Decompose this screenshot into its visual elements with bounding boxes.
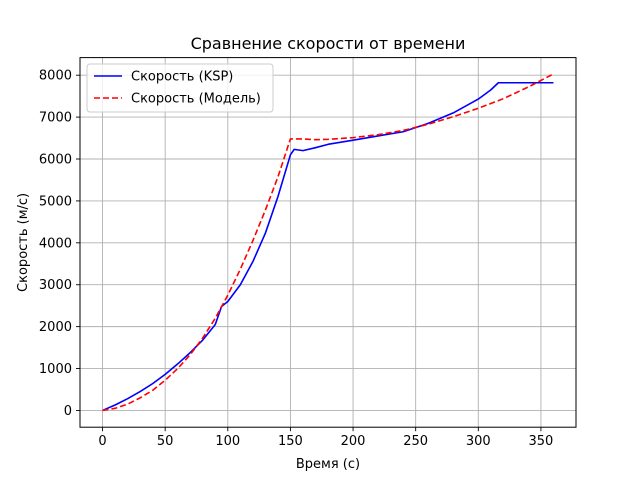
y-tick-label: 7000 bbox=[39, 111, 72, 126]
series-lines bbox=[102, 73, 554, 412]
legend-label-ksp: Скорость (KSP) bbox=[131, 70, 233, 85]
x-tick-label: 200 bbox=[341, 434, 366, 449]
y-tick-label: 8000 bbox=[39, 69, 72, 84]
y-tick-label: 5000 bbox=[39, 194, 72, 209]
legend: Скорость (KSP) Скорость (Модель) bbox=[86, 63, 274, 113]
y-tick-label: 4000 bbox=[39, 236, 72, 251]
x-tick-label: 50 bbox=[157, 434, 174, 449]
legend-label-model: Скорость (Модель) bbox=[131, 92, 261, 107]
x-tick-label: 150 bbox=[278, 434, 303, 449]
chart-title: Сравнение скорости от времени bbox=[191, 34, 466, 53]
legend-box bbox=[86, 63, 274, 113]
x-axis-label: Время (с) bbox=[296, 457, 360, 472]
x-tick-label: 100 bbox=[215, 434, 240, 449]
grid bbox=[80, 57, 576, 428]
y-tick-label: 3000 bbox=[39, 278, 72, 293]
y-axis-label: Скорость (м/с) bbox=[16, 193, 31, 292]
y-tick-label: 6000 bbox=[39, 153, 72, 168]
y-tick-label: 1000 bbox=[39, 362, 72, 377]
x-tick-label: 300 bbox=[466, 434, 491, 449]
x-tick-label: 0 bbox=[98, 434, 106, 449]
x-tick-label: 250 bbox=[403, 434, 428, 449]
series-line-model bbox=[102, 73, 554, 412]
y-tick-label: 0 bbox=[64, 404, 72, 419]
y-tick-label: 2000 bbox=[39, 320, 72, 335]
x-tick-label: 350 bbox=[529, 434, 554, 449]
axis-ticks: 0 50 100 150 200 250 300 350 0 1000 2000 3000 4000 50… bbox=[39, 69, 553, 450]
series-line-ksp bbox=[102, 81, 554, 412]
